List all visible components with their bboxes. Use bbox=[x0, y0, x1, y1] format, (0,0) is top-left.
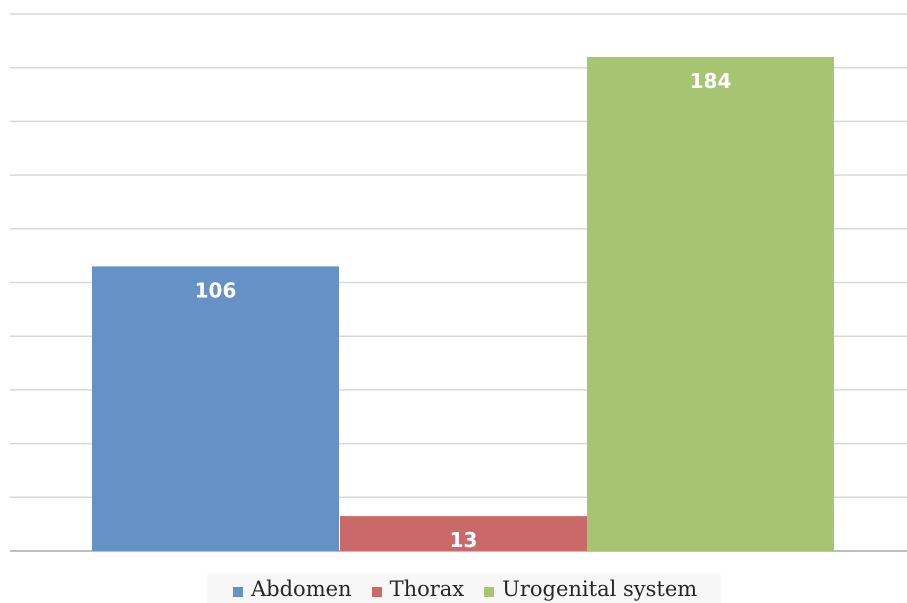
bar-thorax bbox=[340, 516, 587, 551]
legend-item-abdomen: Abdomen bbox=[233, 577, 352, 601]
legend-item-urogenital-system: Urogenital system bbox=[484, 577, 697, 601]
data-label-abdomen: 106 bbox=[195, 278, 237, 302]
data-labels: 106 13 184 bbox=[195, 69, 732, 552]
legend-item-thorax: Thorax bbox=[371, 576, 465, 601]
legend-swatch-abdomen bbox=[233, 586, 243, 597]
legend-label-urogenital-system: Urogenital system bbox=[502, 576, 698, 601]
legend-label-abdomen: Abdomen bbox=[251, 576, 352, 601]
legend: Abdomen Thorax Urogenital system bbox=[207, 574, 721, 603]
bar-urogenital-system bbox=[587, 56, 834, 552]
data-label-urogenital-system: 184 bbox=[690, 69, 732, 93]
legend-label-thorax: Thorax bbox=[389, 576, 465, 601]
data-label-thorax: 13 bbox=[450, 528, 478, 552]
legend-swatch-urogenital-system bbox=[484, 586, 495, 597]
bar-abdomen bbox=[92, 266, 339, 551]
bars bbox=[92, 56, 834, 552]
legend-swatch-thorax bbox=[371, 586, 382, 597]
